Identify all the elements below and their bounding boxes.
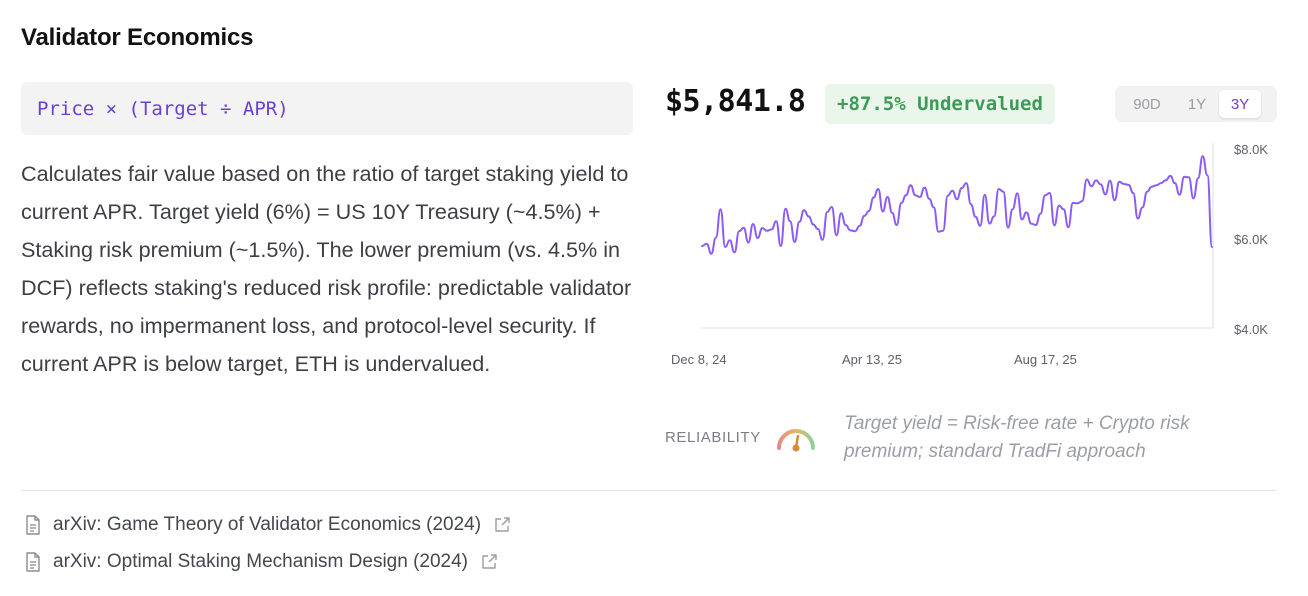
price-series-line	[701, 155, 1213, 255]
x-tick-label: Apr 13, 25	[842, 352, 902, 367]
document-icon	[26, 552, 40, 572]
reliability-gauge-icon	[777, 429, 815, 452]
divider	[21, 490, 1277, 491]
x-tick-label: Aug 17, 25	[1014, 352, 1077, 367]
formula-text: Price × (Target ÷ APR)	[37, 97, 289, 120]
external-link-icon[interactable]	[480, 553, 498, 571]
x-tick-label: Dec 8, 24	[671, 352, 727, 367]
range-3y-button[interactable]: 3Y	[1219, 90, 1261, 118]
section-title: Validator Economics	[21, 24, 254, 51]
y-tick-label: $6.0K	[1234, 232, 1268, 247]
range-1y-button[interactable]: 1Y	[1187, 95, 1207, 113]
reference-title[interactable]: arXiv: Game Theory of Validator Economic…	[53, 514, 482, 535]
reference-link[interactable]: arXiv: Optimal Staking Mechanism Design …	[25, 551, 498, 573]
price-chart: $8.0K $6.0K $4.0K Dec 8, 24 Apr 13, 25 A…	[671, 142, 1268, 367]
document-icon	[26, 515, 40, 535]
y-tick-label: $8.0K	[1234, 142, 1268, 157]
formula-box: Price × (Target ÷ APR)	[21, 82, 633, 135]
reliability-label: RELIABILITY	[665, 429, 761, 446]
reference-title[interactable]: arXiv: Optimal Staking Mechanism Design …	[53, 551, 469, 572]
time-range-selector: 90D 1Y 3Y	[1115, 86, 1277, 122]
reference-link[interactable]: arXiv: Game Theory of Validator Economic…	[25, 514, 511, 536]
valuation-badge: +87.5% Undervalued	[825, 84, 1055, 124]
y-tick-label: $4.0K	[1234, 322, 1268, 337]
reliability-note: Target yield = Risk-free rate + Crypto r…	[844, 413, 1190, 462]
external-link-icon[interactable]	[493, 516, 511, 534]
method-description: Calculates fair value based on the ratio…	[21, 161, 632, 376]
fair-value-price: $5,841.8	[665, 84, 806, 119]
range-90d-button[interactable]: 90D	[1133, 95, 1161, 113]
